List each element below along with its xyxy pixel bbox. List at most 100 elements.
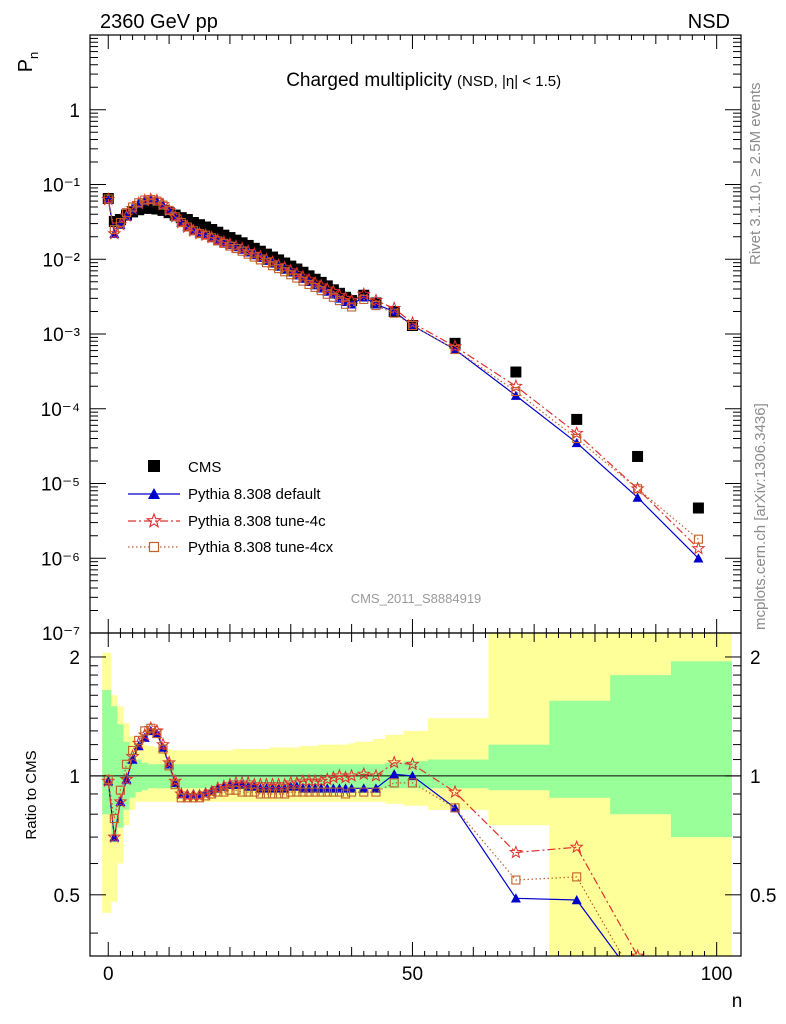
top-y-tick-label: 10⁻² [43,250,81,271]
legend-label-cms: CMS [188,459,221,476]
ratio-tune4cx-point [316,787,326,797]
top-tune4cx-point [274,264,284,274]
ratio-tune4cx-point [182,793,192,803]
cms-point [692,502,704,514]
top-tune4c-point [295,269,311,283]
bottom-y-tick-labels: 0.5 0.5 1 1 2 2 [54,648,777,907]
cms-point [200,221,212,233]
top-tune4cx-point [115,217,125,228]
cms-point [194,219,206,231]
top-tune4cx-point [249,252,259,262]
ratio-tune4c-point [314,773,329,788]
top-tune4cx-point [286,270,296,280]
top-default-line [107,199,699,559]
top-tune4cx-point [450,344,460,355]
top-tune4cx-point [188,226,198,236]
ratio-tune4cx-point [280,789,290,799]
top-default-point [632,492,643,502]
ratio-tune4c-point [326,770,341,784]
bottom-series-layer [101,720,645,956]
cms-point [187,217,199,229]
top-tune4c-point [271,257,286,272]
top-y-tick-label: 10⁻⁶ [41,549,80,570]
cms-point [315,276,327,288]
legend: CMS Pythia 8.308 default Pythia 8.308 tu… [128,459,334,556]
ratio-tune4cx-point [237,787,247,797]
top-tune4cx-point [310,282,320,292]
top-tune4cx-point [292,273,302,283]
ratio-tune4c-point [368,768,384,782]
ratio-tune4c-point [405,756,420,771]
top-tune4c-point [314,278,329,292]
legend-entry-tune4cx: Pythia 8.308 tune-4cx [128,539,334,556]
ratio-tune4cx-point [201,791,211,801]
legend-marker-tune4c [145,512,163,528]
top-tune4c-point [691,541,706,555]
x-tick-label: 0 [103,964,114,985]
ratio-tune4cx-point [176,793,186,803]
ratio-tune4c-point [387,755,402,769]
ratio-tune4cx-point [286,787,296,797]
top-tune4cx-point [328,292,338,302]
cms-point [181,214,193,226]
ratio-tune4cx-point [134,735,144,745]
ratio-tune4cx-point [310,787,320,797]
top-y-tick-label: 10⁻³ [43,325,81,346]
top-tune4c-point [368,293,384,307]
ratio-default-point [510,893,521,903]
ratio-tune4c-point [162,755,177,769]
top-y-tick-label: 10⁻⁷ [42,624,80,645]
bottom-y-tick-label-left: 0.5 [54,886,80,907]
header-energy: 2360 GeV pp [100,11,218,33]
ratio-tune4c-point [241,775,256,789]
ratio-tune4c-point [447,784,463,799]
x-tick-label: 100 [701,964,733,985]
ratio-tune4cx-point [450,803,460,813]
top-tune4cx-point [121,208,132,218]
ratio-default-point [571,895,582,905]
ratio-tune4cx-point [274,789,284,799]
top-default-point [693,553,704,563]
top-tune4cx-point [207,233,217,243]
ratio-tune4c-point [119,772,134,786]
ratio-tune4c-point [107,829,122,844]
ratio-tune4cx-point [152,728,162,739]
legend-marker-tune4cx [148,541,160,553]
top-tune4cx-point [359,294,369,304]
ratio-tune4cx-point [334,787,344,797]
top-tune4cx-point [237,246,247,256]
x-tick-labels: 0 50 100 [103,964,733,985]
top-tune4c-point [508,378,523,393]
ratio-tune4c-point [155,737,171,751]
bottom-y-tick-label-left: 1 [69,767,80,788]
ratio-tune4cx-point [511,875,521,885]
ratio-tune4cx-point [292,787,302,797]
top-tune4cx-point [201,230,211,240]
ratio-tune4c-point [174,786,189,800]
top-tune4cx-point [225,241,235,251]
top-tune4cx-point [219,238,229,248]
top-tune4cx-point [140,195,150,205]
ratio-tune4cx-point [261,789,271,799]
top-y-tick-labels: 10⁻⁷ 10⁻⁶ 10⁻⁵ 10⁻⁴ 10⁻³ 10⁻² 10⁻¹ 1 [41,101,80,645]
top-tune4cx-point [170,212,180,222]
ratio-tune4cx-point [164,761,174,771]
ratio-tune4c-point [210,780,225,795]
ratio-tune4c-point [113,794,128,808]
legend-entry-default: Pythia 8.308 default [128,486,321,503]
top-tune4c-point [301,272,317,286]
bottom-ylabel: Ratio to CMS [23,750,40,839]
ratio-tune4cx-point [371,787,381,797]
top-tune4cx-point [158,200,168,210]
top-y-tick-label: 1 [69,101,80,122]
top-tune4cx-point [255,255,265,265]
ratio-tune4c-point [344,768,359,782]
ratio-tune4cx-point [267,789,278,799]
cms-point [151,203,163,215]
ratio-tune4cx-point [225,785,235,795]
legend-entry-tune4c: Pythia 8.308 tune-4c [128,512,326,530]
ratio-default-point [389,769,400,779]
x-tick-label: 50 [402,964,423,985]
ratio-tune4cx-point [194,793,205,803]
